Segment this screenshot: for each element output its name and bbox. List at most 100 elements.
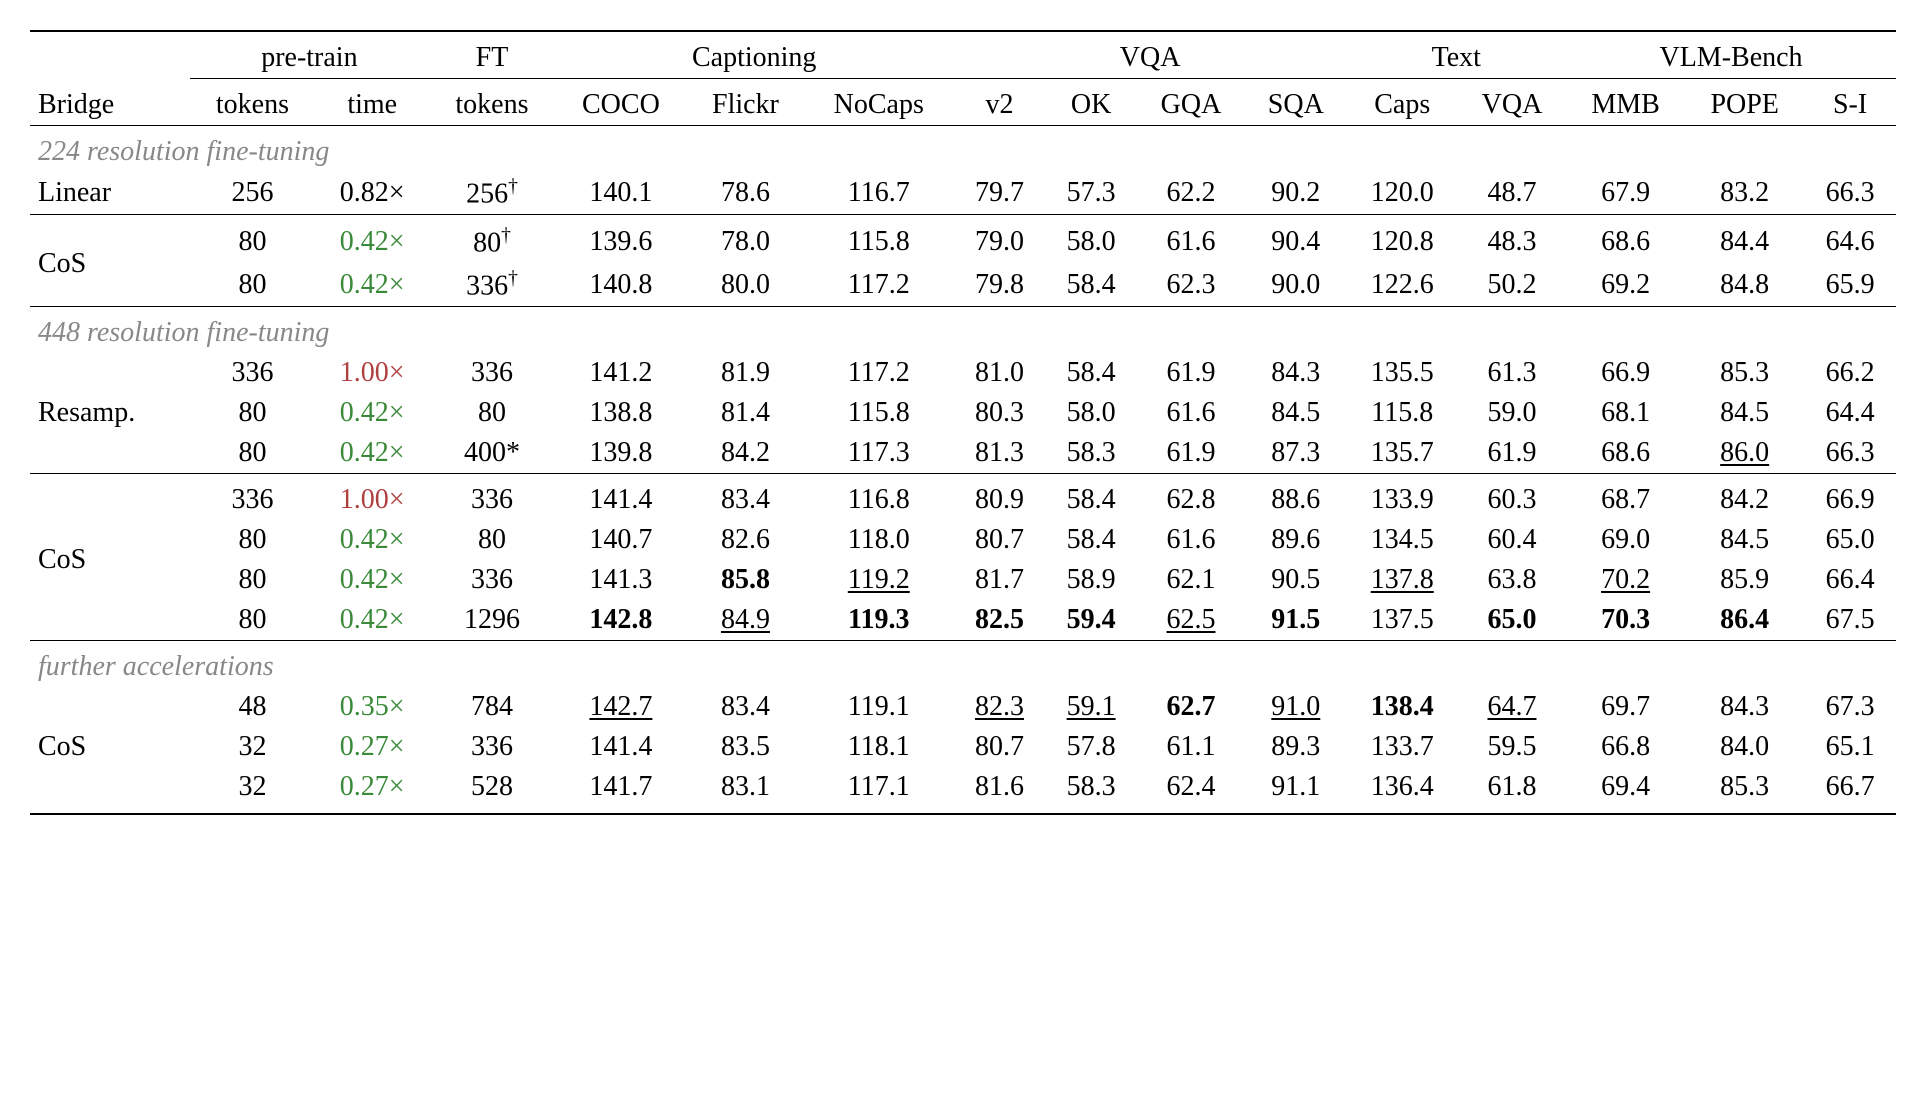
- cell-mmb: 66.8: [1566, 727, 1685, 767]
- col-tvqa: VQA: [1458, 85, 1566, 126]
- cell-tvqa: 63.8: [1458, 560, 1566, 600]
- cell-pope: 84.8: [1685, 264, 1804, 307]
- header-pretrain: pre-train: [190, 38, 430, 79]
- cell-v2: 80.7: [954, 727, 1046, 767]
- header-ft: FT: [429, 38, 555, 79]
- cell-sqa: 89.6: [1245, 520, 1347, 560]
- cell-pt-tok: 80: [190, 221, 316, 263]
- cell-flickr: 82.6: [687, 520, 804, 560]
- cell-nocaps: 119.1: [804, 687, 954, 727]
- cell-pt-tok: 32: [190, 767, 316, 807]
- cell-pt-tok: 80: [190, 264, 316, 307]
- cell-bridge: CoS: [30, 221, 190, 306]
- col-ft-tokens: tokens: [429, 85, 555, 126]
- cell-pt-time: 0.42×: [315, 221, 429, 263]
- cell-pt-tok: 32: [190, 727, 316, 767]
- cell-pt-time: 1.00×: [315, 353, 429, 393]
- cell-nocaps: 117.2: [804, 353, 954, 393]
- row-cos448c: 80 0.42× 336 141.3 85.8 119.2 81.7 58.9 …: [30, 560, 1896, 600]
- row-cos224b: 80 0.42× 336† 140.8 80.0 117.2 79.8 58.4…: [30, 264, 1896, 307]
- section-further: further accelerations: [30, 647, 1896, 687]
- cell-nocaps: 117.3: [804, 433, 954, 474]
- cell-sqa: 89.3: [1245, 727, 1347, 767]
- cell-sqa: 91.5: [1245, 600, 1347, 641]
- cell-sqa: 90.4: [1245, 221, 1347, 263]
- cell-si: 65.0: [1804, 520, 1896, 560]
- cell-nocaps: 115.8: [804, 393, 954, 433]
- cell-pt-time: 0.42×: [315, 600, 429, 641]
- cell-coco: 140.7: [555, 520, 687, 560]
- cell-coco: 138.8: [555, 393, 687, 433]
- cell-pope: 86.0: [1685, 433, 1804, 474]
- cell-ok: 58.4: [1045, 480, 1137, 520]
- cell-bridge: CoS: [30, 687, 190, 807]
- cell-ok: 58.0: [1045, 393, 1137, 433]
- cell-flickr: 78.0: [687, 221, 804, 263]
- cell-si: 67.3: [1804, 687, 1896, 727]
- cell-flickr: 83.5: [687, 727, 804, 767]
- cell-ft-tok: 1296: [429, 600, 555, 641]
- cell-tvqa: 59.5: [1458, 727, 1566, 767]
- header-captioning: Captioning: [555, 38, 954, 79]
- cell-coco: 141.2: [555, 353, 687, 393]
- cell-si: 67.5: [1804, 600, 1896, 641]
- cell-tvqa: 64.7: [1458, 687, 1566, 727]
- cell-v2: 79.0: [954, 221, 1046, 263]
- col-pt-time: time: [315, 85, 429, 126]
- rule-top: [30, 31, 1896, 38]
- cell-pt-time: 0.42×: [315, 520, 429, 560]
- cell-flickr: 81.4: [687, 393, 804, 433]
- cell-mmb: 69.4: [1566, 767, 1685, 807]
- row-linear: Linear 256 0.82× 256† 140.1 78.6 116.7 7…: [30, 172, 1896, 215]
- cell-si: 64.4: [1804, 393, 1896, 433]
- cell-ok: 59.1: [1045, 687, 1137, 727]
- cell-coco: 140.8: [555, 264, 687, 307]
- row-fa2: 32 0.27× 336 141.4 83.5 118.1 80.7 57.8 …: [30, 727, 1896, 767]
- cell-v2: 79.7: [954, 172, 1046, 215]
- section-448: 448 resolution fine-tuning: [30, 313, 1896, 353]
- row-fa1: CoS 48 0.35× 784 142.7 83.4 119.1 82.3 5…: [30, 687, 1896, 727]
- cell-coco: 141.4: [555, 727, 687, 767]
- cell-gqa: 61.1: [1137, 727, 1245, 767]
- col-pope: POPE: [1685, 85, 1804, 126]
- cell-pt-tok: 80: [190, 560, 316, 600]
- cell-caps: 137.5: [1347, 600, 1458, 641]
- section-further-label: further accelerations: [30, 647, 1896, 687]
- cell-tvqa: 59.0: [1458, 393, 1566, 433]
- cell-mmb: 68.6: [1566, 433, 1685, 474]
- cell-ok: 58.3: [1045, 433, 1137, 474]
- cell-sqa: 84.3: [1245, 353, 1347, 393]
- cell-ft-tok: 784: [429, 687, 555, 727]
- cell-ft-tok: 336: [429, 560, 555, 600]
- cell-nocaps: 116.7: [804, 172, 954, 215]
- cell-mmb: 66.9: [1566, 353, 1685, 393]
- col-coco: COCO: [555, 85, 687, 126]
- cell-sqa: 90.0: [1245, 264, 1347, 307]
- cell-coco: 142.8: [555, 600, 687, 641]
- cell-pt-time: 0.27×: [315, 767, 429, 807]
- cell-mmb: 68.1: [1566, 393, 1685, 433]
- cell-pope: 84.2: [1685, 480, 1804, 520]
- col-si: S-I: [1804, 85, 1896, 126]
- cell-gqa: 62.4: [1137, 767, 1245, 807]
- cell-pope: 84.0: [1685, 727, 1804, 767]
- cell-caps: 120.0: [1347, 172, 1458, 215]
- cell-pt-tok: 80: [190, 433, 316, 474]
- row-res1: Resamp. 336 1.00× 336 141.2 81.9 117.2 8…: [30, 353, 1896, 393]
- cell-ok: 58.4: [1045, 520, 1137, 560]
- cell-mmb: 68.6: [1566, 221, 1685, 263]
- col-v2: v2: [954, 85, 1046, 126]
- cell-coco: 141.3: [555, 560, 687, 600]
- col-caps: Caps: [1347, 85, 1458, 126]
- cell-pt-time: 0.82×: [315, 172, 429, 215]
- cell-si: 66.2: [1804, 353, 1896, 393]
- col-sqa: SQA: [1245, 85, 1347, 126]
- cell-caps: 120.8: [1347, 221, 1458, 263]
- cell-ft-tok: 256†: [429, 172, 555, 215]
- cell-si: 65.9: [1804, 264, 1896, 307]
- cell-ft-tok: 80: [429, 393, 555, 433]
- cell-pope: 83.2: [1685, 172, 1804, 215]
- cell-caps: 115.8: [1347, 393, 1458, 433]
- cell-pt-tok: 336: [190, 480, 316, 520]
- cell-pt-tok: 80: [190, 600, 316, 641]
